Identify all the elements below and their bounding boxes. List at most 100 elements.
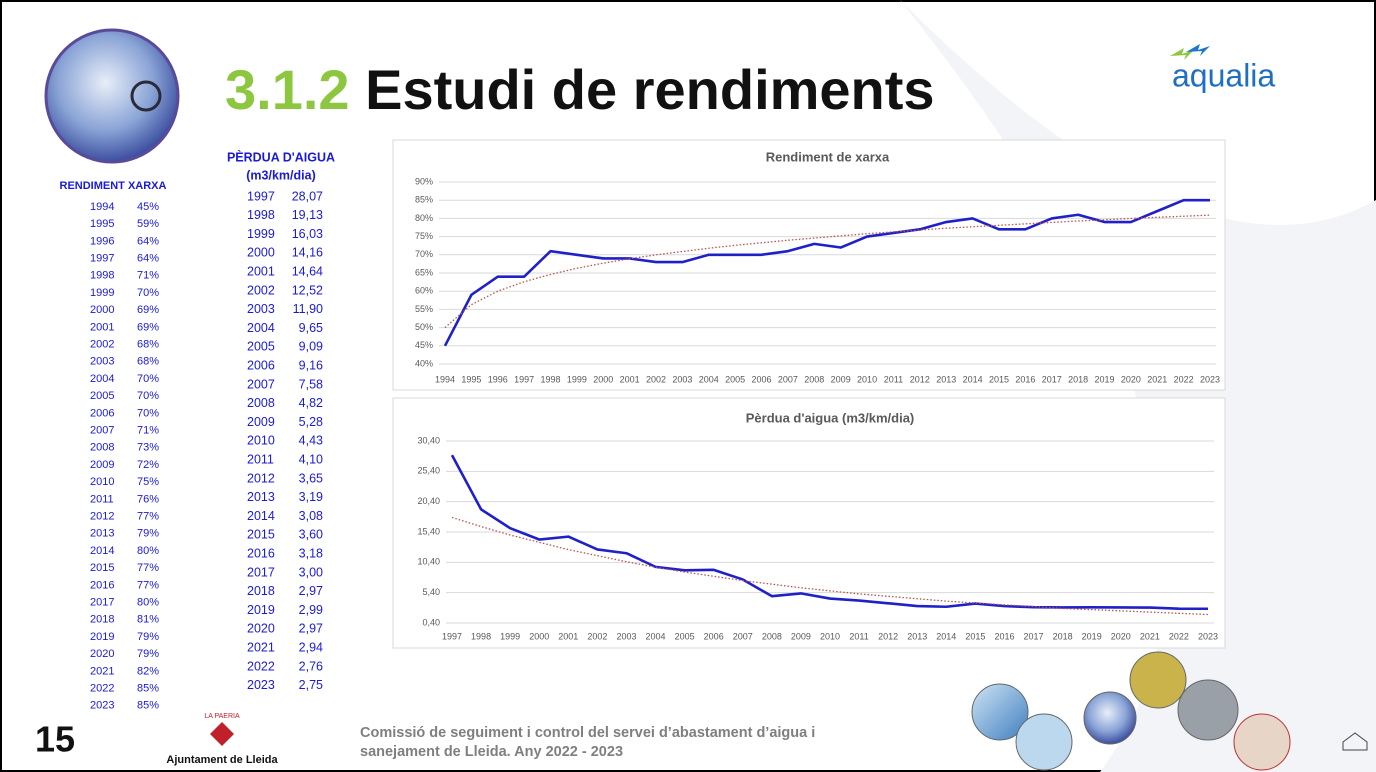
value-cell: 2,97 [299,622,323,636]
table-title: (m3/km/dia) [246,168,315,182]
table-title: PÈRDUA D'AIGUA [227,149,335,164]
y-tick-label: 70% [415,249,433,259]
year-cell: 2020 [90,648,114,660]
value-cell: 3,19 [299,490,323,504]
year-cell: 2011 [247,452,274,466]
photo [971,683,1029,741]
x-tick-label: 2018 [1068,374,1088,384]
y-tick-label: 60% [415,286,433,296]
x-tick-label: 2010 [820,631,840,641]
aqualia-mark [1170,48,1194,60]
header-photo [44,28,180,164]
value-cell: 70% [137,390,159,402]
value-cell: 2,97 [299,584,323,598]
x-tick-label: 2021 [1147,374,1167,384]
x-tick-label: 2019 [1094,374,1114,384]
x-tick-label: 2019 [1082,631,1102,641]
value-cell: 73% [137,442,159,454]
x-tick-label: 1997 [442,631,462,641]
value-cell: 77% [137,562,159,574]
home-icon[interactable] [1342,732,1368,751]
year-cell: 2017 [90,597,114,609]
chart-title: Rendiment de xarxa [766,149,890,164]
year-cell: 2006 [247,358,275,372]
year-cell: 2010 [90,476,114,488]
year-cell: 2017 [247,565,275,579]
photo [1083,691,1137,745]
aqualia-logo: aqualia [1172,57,1275,93]
x-tick-label: 2011 [849,631,868,641]
year-cell: 1998 [90,270,114,282]
value-cell: 14,64 [292,264,323,278]
year-cell: 2016 [90,579,114,591]
value-cell: 71% [137,270,159,282]
x-tick-label: 2022 [1174,374,1194,384]
y-tick-label: 5,40 [422,587,440,597]
value-cell: 77% [137,511,159,523]
year-cell: 2020 [247,622,275,636]
year-cell: 1996 [90,235,114,247]
value-cell: 3,60 [299,528,323,542]
year-cell: 2011 [90,493,114,505]
x-tick-label: 1996 [488,374,508,384]
value-cell: 4,43 [299,434,323,448]
value-cell: 16,03 [292,227,323,241]
year-cell: 2015 [90,562,114,574]
value-cell: 70% [137,373,159,385]
x-tick-label: 2013 [907,631,927,641]
page-number: 15 [35,719,75,760]
x-tick-label: 2014 [936,631,956,641]
year-cell: 2008 [90,442,114,454]
x-tick-label: 2009 [791,631,811,641]
year-cell: 2012 [90,511,114,523]
year-cell: 2016 [247,546,275,560]
x-tick-label: 2023 [1200,374,1220,384]
x-tick-label: 2010 [857,374,877,384]
x-tick-label: 1999 [567,374,587,384]
paeria-emblem [210,722,234,746]
value-cell: 64% [137,253,159,265]
year-cell: 2008 [247,396,275,410]
year-cell: 2002 [90,339,114,351]
year-cell: 1997 [90,253,114,265]
value-cell: 2,76 [299,659,323,673]
x-tick-label: 2006 [704,631,724,641]
year-cell: 2013 [247,490,275,504]
chart-title: Pèrdua d'aigua (m3/km/dia) [746,410,915,425]
footer-text: sanejament de Lleida. Any 2022 - 2023 [360,744,623,760]
year-cell: 2012 [247,471,275,485]
value-cell: 72% [137,459,159,471]
value-cell: 71% [137,425,159,437]
year-cell: 2015 [247,528,275,542]
valve-icon [130,80,162,112]
y-tick-label: 10,40 [417,557,440,567]
x-tick-label: 2002 [587,631,607,641]
value-cell: 82% [137,665,159,677]
year-cell: 2009 [247,415,275,429]
value-cell: 28,07 [292,189,323,203]
year-cell: 2002 [247,283,275,297]
y-tick-label: 15,40 [417,526,440,536]
x-tick-label: 1997 [514,374,534,384]
trend-line [451,516,1209,616]
value-cell: 76% [137,493,159,505]
x-tick-label: 2001 [620,374,640,384]
x-tick-label: 2023 [1198,631,1218,641]
x-tick-label: 2017 [1024,631,1044,641]
year-cell: 2023 [247,678,275,692]
x-tick-label: 2009 [831,374,851,384]
value-cell: 80% [137,545,159,557]
y-tick-label: 55% [415,304,433,314]
y-tick-label: 25,40 [417,466,440,476]
value-cell: 45% [137,201,159,213]
year-cell: 2005 [90,390,114,402]
value-cell: 69% [137,321,159,333]
year-cell: 2000 [247,246,275,260]
y-tick-label: 50% [415,322,433,332]
year-cell: 1999 [90,287,114,299]
value-cell: 3,08 [299,509,323,523]
value-cell: 2,75 [299,678,323,692]
x-tick-label: 2001 [558,631,578,641]
trend-line [444,214,1211,329]
y-tick-label: 45% [415,340,433,350]
